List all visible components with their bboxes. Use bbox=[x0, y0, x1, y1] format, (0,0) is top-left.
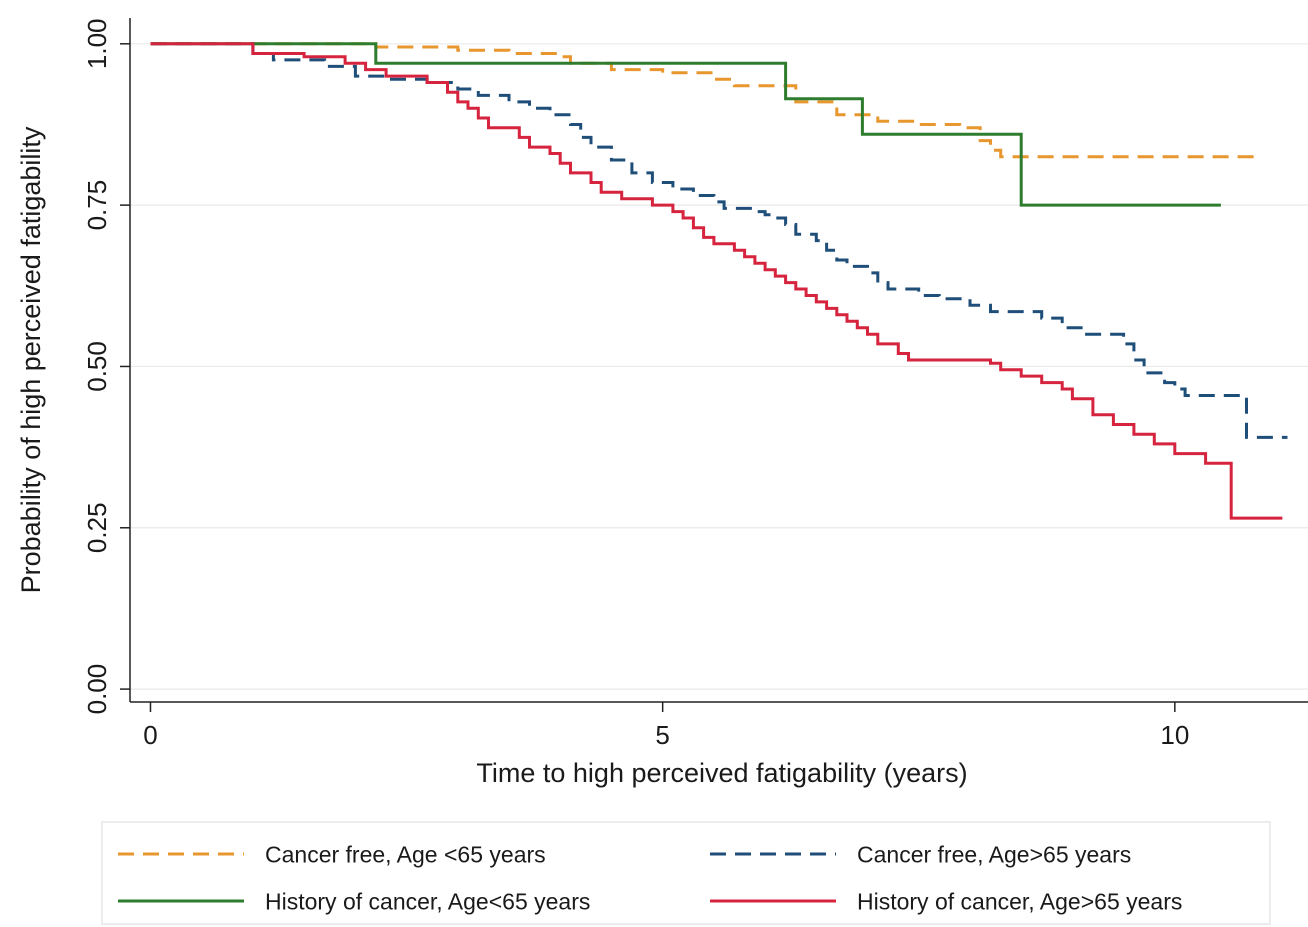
x-tick-label-2: 10 bbox=[1160, 720, 1189, 750]
gridlines bbox=[130, 43, 1308, 690]
series-line-1 bbox=[150, 42, 1288, 439]
y-tick-label-1: 0.25 bbox=[82, 502, 112, 553]
legend: Cancer free, Age <65 years Cancer free, A… bbox=[101, 821, 1271, 925]
legend-label-3: History of cancer, Age>65 years bbox=[857, 888, 1182, 914]
axes bbox=[120, 18, 1308, 712]
x-tick-label-0: 0 bbox=[143, 720, 157, 750]
y-tick-label-0: 0.00 bbox=[82, 664, 112, 715]
legend-label-2: History of cancer, Age<65 years bbox=[265, 888, 590, 914]
x-axis-title: Time to high perceived fatigability (yea… bbox=[476, 758, 967, 788]
y-axis-title: Probability of high perceived fatigabili… bbox=[16, 126, 46, 593]
legend-box bbox=[101, 821, 1271, 925]
series-line-2 bbox=[150, 42, 1221, 207]
series-line-0 bbox=[150, 42, 1257, 159]
legend-label-0: Cancer free, Age <65 years bbox=[265, 841, 546, 867]
y-tick-label-4: 1.00 bbox=[82, 19, 112, 70]
x-tick-label-1: 5 bbox=[655, 720, 669, 750]
y-tick-label-2: 0.50 bbox=[82, 341, 112, 392]
series-line-3 bbox=[150, 42, 1283, 520]
y-tick-label-3: 0.75 bbox=[82, 180, 112, 231]
series-lines bbox=[150, 42, 1288, 520]
legend-label-1: Cancer free, Age>65 years bbox=[857, 841, 1131, 867]
tick-labels: 0.00 0.25 0.50 0.75 1.00 0 5 10 bbox=[82, 19, 1189, 750]
